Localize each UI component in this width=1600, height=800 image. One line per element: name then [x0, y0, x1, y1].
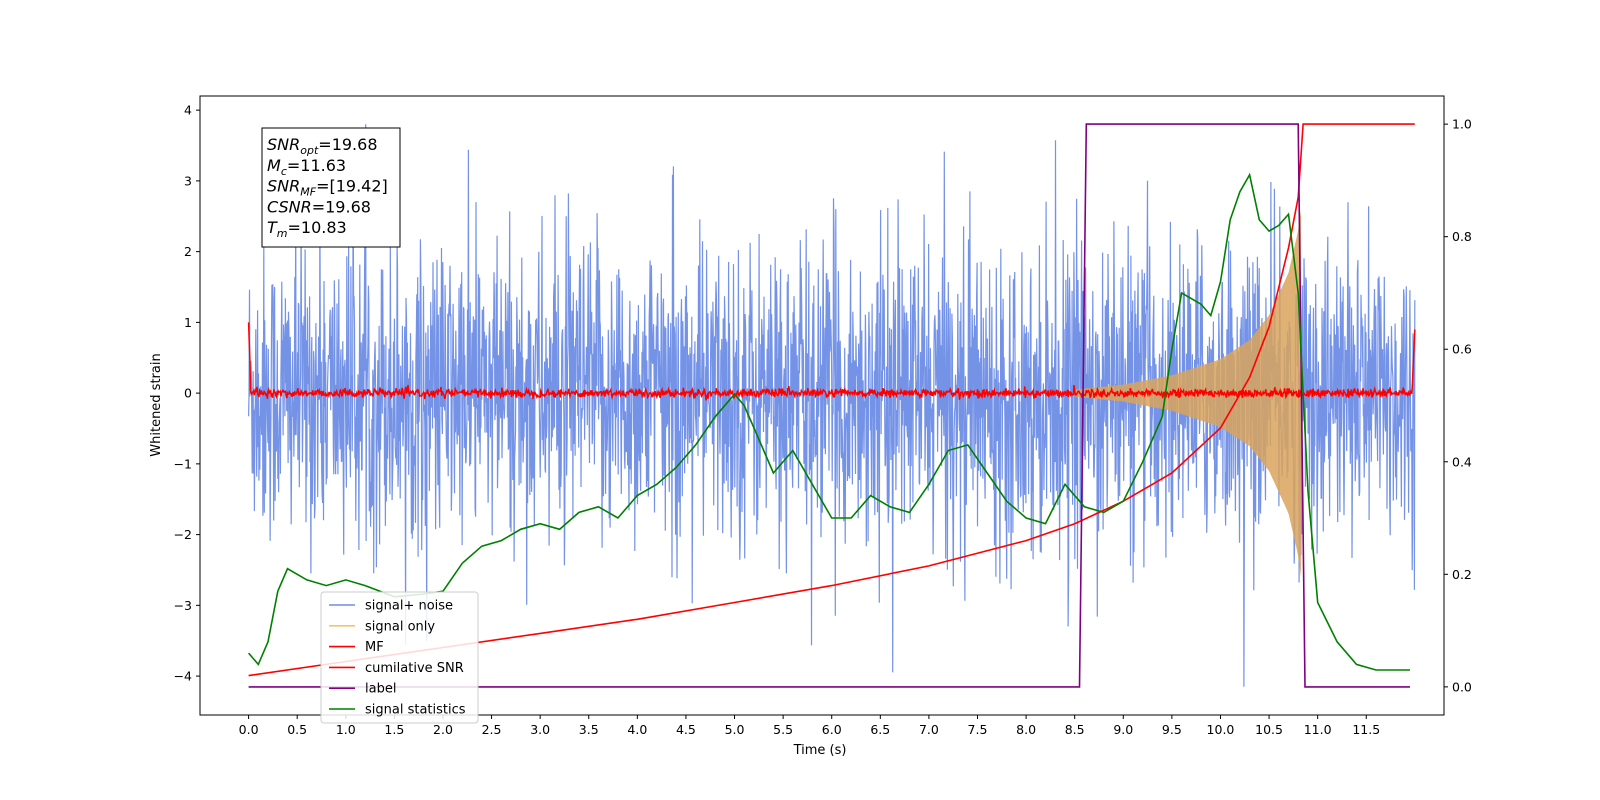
x-tick-label: 9.5: [1162, 722, 1182, 737]
x-axis: 0.0 0.5 1.0 1.5 2.0 2.5 3.0 3.5 4.0 4.5 5.0 5.5 6.0 6…: [239, 715, 1380, 737]
axes-frame: [199, 95, 1445, 716]
annotation-frame: [261, 127, 401, 248]
y2-tick-label: 0.0: [1452, 679, 1472, 694]
y-axis-label: Whitened strain: [149, 353, 164, 456]
y-tick-label: −4: [174, 669, 192, 684]
x-tick-label: 5.5: [773, 722, 793, 737]
y2-tick-label: 0.8: [1452, 229, 1472, 244]
y2-tick-label: 0.4: [1452, 454, 1472, 469]
x-axis-label: Time (s): [793, 743, 847, 758]
x-tick-label: 4.5: [676, 722, 696, 737]
y-tick-label: −1: [174, 456, 192, 471]
legend-label: cumilative SNR: [365, 661, 464, 676]
x-tick-label: 11.0: [1304, 722, 1332, 737]
legend-frame: [320, 591, 479, 724]
x-tick-label: 4.0: [627, 722, 647, 737]
y-tick-label: 3: [184, 173, 192, 188]
x-tick-label: 7.0: [919, 722, 939, 737]
y-axis-left: 4 3 2 1 0 −1 −2 −3 −4: [174, 103, 200, 684]
x-tick-label: 1.0: [336, 722, 356, 737]
x-tick-label: 10.5: [1255, 722, 1283, 737]
x-tick-label: 8.5: [1065, 722, 1085, 737]
legend-label: label: [365, 682, 396, 697]
y-tick-label: 0: [184, 386, 192, 401]
y-tick-label: 1: [184, 315, 192, 330]
x-tick-label: 10.0: [1207, 722, 1235, 737]
x-tick-label: 6.5: [870, 722, 890, 737]
x-tick-label: 9.0: [1113, 722, 1133, 737]
annotation-line: SNRopt=19.68: [267, 135, 378, 157]
y2-tick-label: 0.2: [1452, 567, 1472, 582]
legend-label: MF: [365, 640, 384, 655]
x-tick-label: 3.0: [530, 722, 550, 737]
annotation-line: Tm=10.83: [267, 218, 347, 240]
x-tick-label: 2.0: [433, 722, 453, 737]
annotation-line: CSNR=19.68: [267, 197, 371, 216]
y-axis-right: 1.0 0.8 0.6 0.4 0.2 0.0: [1444, 117, 1472, 694]
x-tick-label: 11.5: [1352, 722, 1380, 737]
x-tick-label: 6.0: [822, 722, 842, 737]
x-tick-label: 8.0: [1016, 722, 1036, 737]
y2-tick-label: 1.0: [1452, 117, 1472, 132]
x-tick-label: 3.5: [579, 722, 599, 737]
legend-label: signal only: [365, 619, 435, 634]
legend-label: signal+ noise: [365, 599, 453, 614]
x-tick-label: 0.0: [239, 722, 259, 737]
x-tick-label: 7.5: [968, 722, 988, 737]
y-tick-label: 2: [184, 244, 192, 259]
series-label: [248, 123, 1410, 688]
y-tick-label: −2: [174, 527, 192, 542]
annotation-line: SNRMF=[19.42]: [267, 177, 388, 199]
y2-tick-label: 0.6: [1452, 342, 1472, 357]
y-tick-label: 4: [184, 103, 192, 118]
y-tick-label: −3: [174, 598, 192, 613]
x-tick-label: 0.5: [287, 722, 307, 737]
annotation-line: Mc=11.63: [267, 156, 346, 178]
x-tick-label: 1.5: [384, 722, 404, 737]
series-mf: [247, 322, 1416, 401]
legend-label: signal statistics: [365, 703, 466, 718]
annotation-box: SNRopt=19.68Mc=11.63SNRMF=[19.42]CSNR=19…: [261, 127, 401, 248]
series-cumulative-snr: [248, 123, 1415, 677]
x-tick-label: 2.5: [482, 722, 502, 737]
legend: signal+ noise signal only MF cumilative SNR…: [320, 591, 479, 724]
x-tick-label: 5.0: [725, 722, 745, 737]
